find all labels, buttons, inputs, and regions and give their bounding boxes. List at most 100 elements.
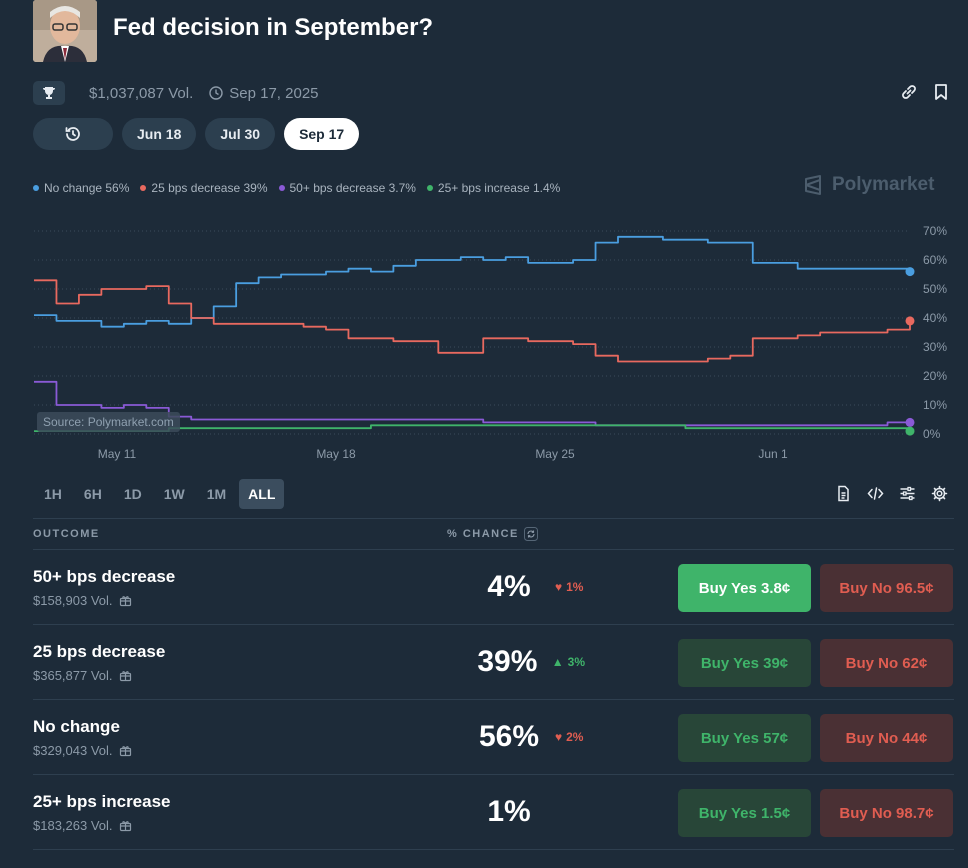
- buy-no-button[interactable]: Buy No 96.5¢: [820, 564, 953, 612]
- series-endpoint-no-change: [905, 267, 915, 277]
- legend-item: 50+ bps decrease 3.7%: [278, 181, 416, 195]
- change-indicator: ♥ 1%: [555, 580, 583, 594]
- market-image: [33, 0, 97, 62]
- chance-value: 1%: [487, 795, 531, 828]
- chance-cell: 56% ♥ 2%: [465, 720, 585, 754]
- legend-label: No change 56%: [44, 181, 130, 195]
- outcome-name[interactable]: 25 bps decrease: [33, 642, 166, 661]
- chance-cell: 4% ♥ 1%: [465, 570, 585, 604]
- outcome-row[interactable]: 25 bps decrease $365,877 Vol. 39% ▲ 3% B…: [33, 625, 954, 700]
- chart-legend: No change 56% 25 bps decrease 39% 50+ bp…: [33, 181, 560, 195]
- range-1m[interactable]: 1M: [206, 486, 227, 502]
- gift-icon[interactable]: [119, 594, 132, 607]
- end-date-text: Sep 17, 2025: [229, 84, 319, 102]
- range-6h[interactable]: 6H: [83, 486, 102, 502]
- clock-icon: [209, 86, 223, 100]
- gift-icon[interactable]: [119, 744, 132, 757]
- series-endpoint-50-bps-decrease: [905, 417, 915, 427]
- price-chart[interactable]: 70% 60% 50% 40% 30% 20% 10% 0% May 11 May 18 May 2…: [0, 215, 968, 465]
- y-tick-label: 50%: [923, 282, 947, 296]
- outcome-row[interactable]: 50+ bps decrease $158,903 Vol. 4% ♥ 1% B…: [33, 550, 954, 625]
- buy-yes-button[interactable]: Buy Yes 3.8¢: [678, 564, 811, 612]
- outcome-row[interactable]: No change $329,043 Vol. 56% ♥ 2% Buy Yes…: [33, 700, 954, 775]
- legend-label: 25 bps decrease 39%: [151, 181, 268, 195]
- outcome-volume: $183,263 Vol.: [33, 818, 132, 833]
- outcome-volume-text: $183,263 Vol.: [33, 818, 113, 833]
- buy-no-button[interactable]: Buy No 44¢: [820, 714, 953, 762]
- arrow-down-icon: ♥: [555, 580, 563, 594]
- buy-no-button[interactable]: Buy No 98.7¢: [820, 789, 953, 837]
- settings-icon[interactable]: [931, 485, 948, 502]
- polymarket-icon: [805, 175, 821, 195]
- range-1w[interactable]: 1W: [163, 486, 185, 502]
- arrow-up-icon: ▲: [551, 655, 564, 669]
- buy-yes-button[interactable]: Buy Yes 57¢: [678, 714, 811, 762]
- gift-icon[interactable]: [119, 819, 132, 832]
- x-tick-label: May 11: [98, 447, 137, 461]
- trophy-icon[interactable]: [33, 81, 65, 105]
- volume-text: $1,037,087 Vol.: [89, 84, 194, 102]
- bookmark-icon[interactable]: [932, 83, 950, 101]
- change-indicator: ♥ 2%: [555, 730, 583, 744]
- refresh-icon[interactable]: [523, 527, 538, 541]
- y-tick-label: 0%: [923, 427, 941, 441]
- outcome-volume: $365,877 Vol.: [33, 668, 132, 683]
- series-endpoint-25-bps-decrease: [905, 316, 915, 326]
- legend-label: 50+ bps decrease 3.7%: [289, 181, 416, 195]
- x-tick-label: May 18: [316, 447, 356, 461]
- outcome-name[interactable]: 50+ bps decrease: [33, 567, 176, 586]
- y-tick-label: 30%: [923, 340, 947, 354]
- outcome-name[interactable]: No change: [33, 717, 120, 736]
- chart-tools: [835, 485, 948, 502]
- outcome-name[interactable]: 25+ bps increase: [33, 792, 171, 811]
- legend-label: 25+ bps increase 1.4%: [437, 181, 561, 195]
- chance-value: 56%: [478, 720, 540, 753]
- outcome-volume-text: $365,877 Vol.: [33, 668, 113, 683]
- series-line-25-bps-decrease: [34, 279, 911, 363]
- code-icon[interactable]: [867, 485, 884, 502]
- history-icon: [65, 127, 80, 141]
- link-icon[interactable]: [900, 83, 918, 101]
- outcome-volume-text: $158,903 Vol.: [33, 593, 113, 608]
- market-meta: $1,037,087 Vol. Sep 17, 2025: [33, 81, 319, 105]
- date-tab-sep-17[interactable]: Sep 17: [284, 118, 360, 150]
- legend-item: 25 bps decrease 39%: [140, 181, 268, 195]
- x-tick-label: May 25: [535, 447, 575, 461]
- chance-cell: 39% ▲ 3%: [465, 645, 585, 679]
- buy-yes-button[interactable]: Buy Yes 1.5¢: [678, 789, 811, 837]
- page-title: Fed decision in September?: [113, 14, 434, 41]
- brand-logo: Polymarket: [802, 174, 934, 196]
- end-date: Sep 17, 2025: [209, 84, 319, 102]
- chance-value: 4%: [487, 570, 531, 603]
- change-indicator: ▲ 3%: [552, 655, 585, 669]
- change-value: 3%: [567, 655, 585, 669]
- brand-name: Polymarket: [832, 174, 935, 195]
- outcome-volume-text: $329,043 Vol.: [33, 743, 113, 758]
- chance-value: 39%: [477, 645, 538, 678]
- change-value: 2%: [566, 730, 584, 744]
- date-tab-jul-30[interactable]: Jul 30: [205, 118, 276, 150]
- y-tick-label: 10%: [923, 398, 947, 412]
- range-all[interactable]: ALL: [239, 479, 285, 509]
- change-value: 1%: [566, 580, 584, 594]
- chance-cell: 1%: [465, 795, 585, 829]
- x-tick-label: Jun 1: [758, 447, 788, 461]
- sliders-icon[interactable]: [899, 485, 916, 502]
- range-selector: 1H 6H 1D 1W 1M ALL: [35, 479, 285, 509]
- range-1h[interactable]: 1H: [44, 486, 62, 502]
- series-endpoint-25-bps-increase: [905, 426, 915, 436]
- document-icon[interactable]: [835, 485, 852, 502]
- gift-icon[interactable]: [119, 669, 132, 682]
- table-header: OUTCOME % CHANCE: [33, 518, 954, 550]
- outcome-row[interactable]: 25+ bps increase $183,263 Vol. 1% Buy Ye…: [33, 775, 954, 850]
- buy-yes-button[interactable]: Buy Yes 39¢: [678, 639, 811, 687]
- date-tab-jun-18[interactable]: Jun 18: [122, 118, 197, 150]
- outcome-volume: $158,903 Vol.: [33, 593, 132, 608]
- history-button[interactable]: [33, 118, 113, 150]
- range-1d[interactable]: 1D: [123, 486, 142, 502]
- buy-no-button[interactable]: Buy No 62¢: [820, 639, 953, 687]
- date-tabs: Jun 18 Jul 30 Sep 17: [33, 118, 360, 150]
- y-tick-label: 70%: [923, 224, 947, 238]
- y-tick-label: 40%: [923, 311, 947, 325]
- y-tick-label: 20%: [923, 369, 947, 383]
